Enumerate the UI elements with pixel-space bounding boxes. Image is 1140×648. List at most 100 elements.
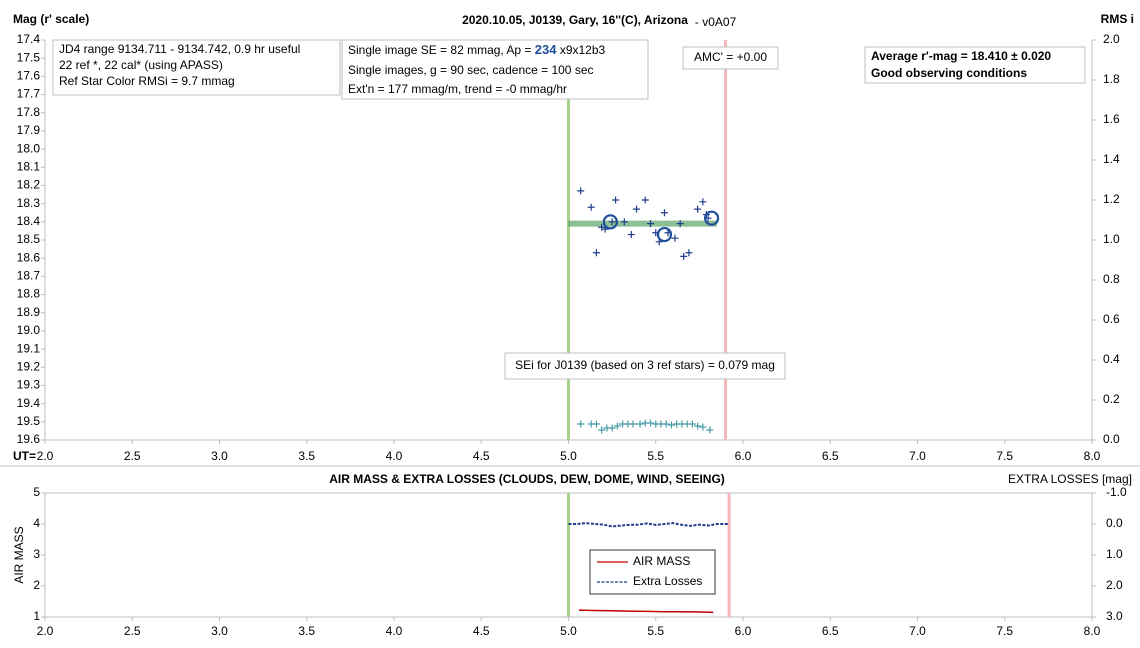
legend-label: AIR MASS [633, 554, 690, 568]
y-tick-label: 19.6 [17, 432, 41, 446]
x-tick-label: 6.5 [822, 624, 839, 638]
y-tick-label: 5 [33, 485, 40, 499]
y-tick-label: 18.0 [17, 141, 41, 155]
y2-tick-label: 2.0 [1103, 32, 1120, 46]
annotation-box [52, 39, 341, 96]
y2-tick-label: 0.8 [1103, 272, 1120, 286]
point [627, 231, 635, 239]
y-tick-label: 19.1 [17, 341, 41, 355]
x-tick-label: 4.5 [473, 624, 490, 638]
y-tick-label: 19.2 [17, 359, 41, 373]
x-tick-label: 6.0 [735, 449, 752, 463]
y-tick-label: 17.4 [17, 32, 41, 46]
annotation-text: Ref Star Color RMSi = 9.7 mmag [59, 74, 235, 88]
annotation-text: Good observing conditions [871, 66, 1027, 80]
y-tick-label: 19.4 [17, 396, 41, 410]
series-line [568, 522, 730, 528]
x-tick-label: 5.5 [647, 449, 664, 463]
annotation-text: Single images, g = 90 sec, cadence = 100… [348, 63, 594, 77]
annotation-box [864, 46, 1086, 84]
point [629, 420, 637, 428]
point [577, 187, 585, 195]
x-tick-label: 6.5 [822, 449, 839, 463]
point [592, 249, 600, 257]
annotation-box [341, 39, 649, 100]
y2-tick-label: 1.8 [1103, 72, 1120, 86]
point [633, 205, 641, 213]
point [636, 420, 644, 428]
x-axis-label: UT= [13, 449, 36, 463]
y2-axis-label: EXTRA LOSSES [mag] [1008, 472, 1132, 486]
annotation-part: 234 [535, 42, 557, 57]
y-tick-label: 18.9 [17, 305, 41, 319]
annotation-text: 22 ref *, 22 cal* (using APASS) [59, 58, 223, 72]
y-tick-label: 18.1 [17, 159, 41, 173]
x-tick-label: 3.0 [211, 624, 228, 638]
y2-tick-label: 0.4 [1103, 352, 1120, 366]
x-tick-label: 7.0 [909, 624, 926, 638]
y-tick-label: 18.4 [17, 214, 41, 228]
y-tick-label: 17.8 [17, 105, 41, 119]
y-tick-label: 1 [33, 609, 40, 623]
annotation-part: Single image SE = 82 mmag, Ap = [348, 43, 535, 57]
y-tick-label: 19.0 [17, 323, 41, 337]
y-tick-label: 17.5 [17, 50, 41, 64]
x-tick-label: 6.0 [735, 624, 752, 638]
x-tick-label: 3.5 [298, 449, 315, 463]
point [647, 419, 655, 427]
annotation-box [504, 352, 786, 380]
y2-tick-label: 1.0 [1106, 547, 1123, 561]
y-axis-label: AIR MASS [12, 526, 26, 583]
chart-title: 2020.10.05, J0139, Gary, 16''(C), Arizon… [462, 13, 688, 27]
y2-axis-label: RMS i [1101, 12, 1134, 26]
point [608, 424, 616, 432]
x-tick-label: 5.0 [560, 449, 577, 463]
point [660, 209, 668, 217]
point [613, 422, 621, 430]
x-tick-label: 5.0 [560, 624, 577, 638]
y-tick-label: 18.2 [17, 178, 41, 192]
point [612, 196, 620, 204]
y2-tick-label: 1.2 [1103, 192, 1120, 206]
x-tick-label: 2.5 [124, 449, 141, 463]
x-tick-label: 2.5 [124, 624, 141, 638]
y2-tick-label: 1.0 [1103, 232, 1120, 246]
annotation-box [682, 46, 779, 70]
x-tick-label: 2.0 [37, 624, 54, 638]
x-tick-label: 4.0 [386, 449, 403, 463]
point [688, 420, 696, 428]
point [641, 196, 649, 204]
y2-tick-label: -1.0 [1106, 485, 1127, 499]
point [694, 205, 702, 213]
point [706, 426, 714, 434]
mean-point [656, 226, 673, 243]
y-tick-label: 4 [33, 516, 40, 530]
y-tick-label: 18.8 [17, 287, 41, 301]
point [667, 421, 675, 429]
y-tick-label: 3 [33, 547, 40, 561]
y-axis-label: Mag (r' scale) [13, 12, 89, 26]
point [620, 218, 628, 226]
x-tick-label: 4.5 [473, 449, 490, 463]
x-tick-label: 8.0 [1084, 449, 1101, 463]
y2-tick-label: 3.0 [1106, 609, 1123, 623]
y2-tick-label: 1.4 [1103, 152, 1120, 166]
annotation-text: Single image SE = 82 mmag, Ap = 234 x9x1… [348, 42, 606, 57]
y2-tick-label: 0.0 [1106, 516, 1123, 530]
x-tick-label: 8.0 [1084, 624, 1101, 638]
x-tick-label: 3.5 [298, 624, 315, 638]
annotation-text: JD4 range 9134.711 - 9134.742, 0.9 hr us… [59, 42, 300, 56]
y2-tick-label: 1.6 [1103, 112, 1120, 126]
chart-title: AIR MASS & EXTRA LOSSES (CLOUDS, DEW, DO… [329, 472, 725, 486]
x-tick-label: 7.5 [996, 624, 1013, 638]
point [680, 252, 688, 260]
y-tick-label: 17.6 [17, 69, 41, 83]
mean-point [703, 210, 720, 226]
y-tick-label: 18.7 [17, 269, 41, 283]
y-tick-label: 18.3 [17, 196, 41, 210]
y-tick-label: 2 [33, 578, 40, 592]
point [577, 420, 585, 428]
point [592, 420, 600, 428]
x-tick-label: 7.0 [909, 449, 926, 463]
chart-subtitle: - v0A07 [695, 15, 737, 29]
